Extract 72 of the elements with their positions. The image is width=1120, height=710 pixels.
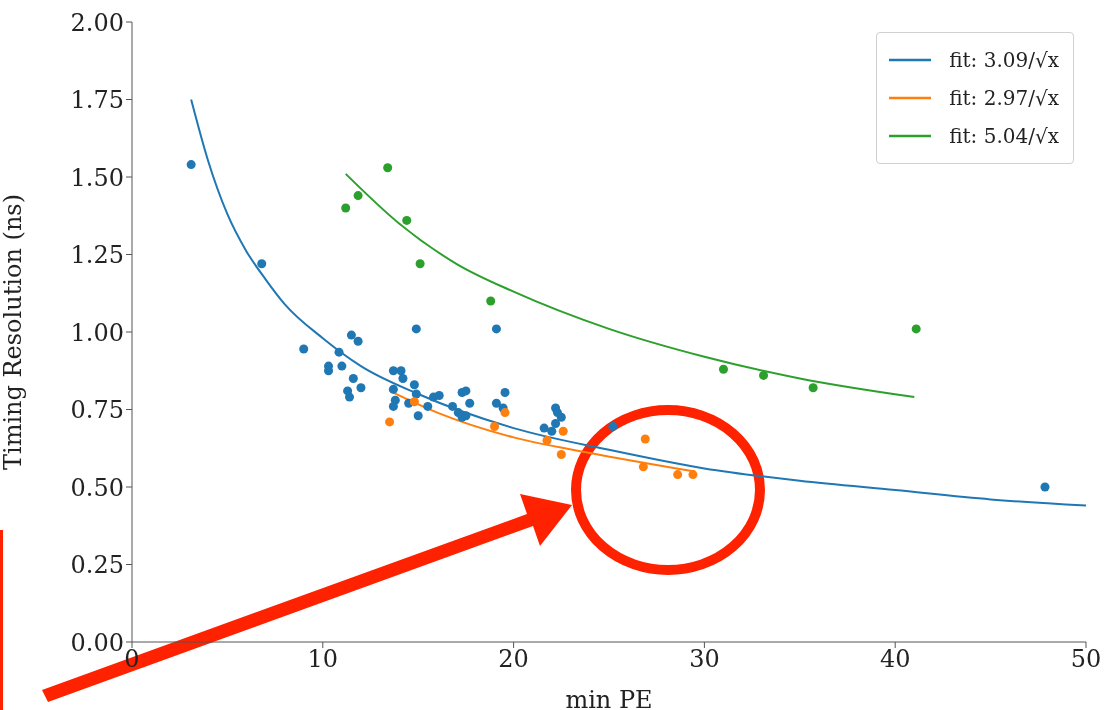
point [337, 361, 347, 371]
point [353, 191, 363, 201]
line-series [344, 172, 916, 399]
point [556, 412, 566, 422]
point [1040, 482, 1050, 492]
point [345, 392, 355, 402]
y-tick-label: 0.75 [70, 396, 124, 425]
point [448, 401, 458, 411]
x-tick-label: 10 [307, 645, 339, 674]
point [490, 422, 500, 432]
point [551, 418, 561, 428]
point [465, 398, 475, 408]
x-tick-label: 30 [689, 645, 720, 674]
y-tick-label: 1.25 [70, 241, 124, 270]
point [558, 426, 568, 436]
point [808, 383, 818, 393]
point [461, 386, 471, 396]
x-axis-title: min PE [565, 686, 653, 710]
point [491, 324, 501, 334]
point [547, 426, 557, 436]
point [500, 387, 510, 397]
point [409, 380, 419, 390]
point [539, 423, 549, 433]
x-tick-label: 20 [498, 645, 529, 674]
y-tick-label: 0.25 [70, 551, 124, 580]
point [556, 449, 566, 459]
point [542, 435, 552, 446]
legend-label: fit: 3.09/√x [949, 48, 1059, 72]
y-tick-label: 0.50 [70, 473, 124, 502]
point [398, 373, 408, 384]
point [186, 160, 196, 170]
point [334, 347, 344, 357]
point [353, 336, 363, 346]
x-tick-label: 50 [1070, 645, 1102, 674]
y-tick-label: 2.00 [70, 8, 124, 37]
point [638, 462, 648, 472]
point [385, 417, 395, 427]
point [388, 366, 398, 376]
point [388, 401, 398, 411]
y-tick-label: 1.75 [70, 86, 124, 115]
point [434, 391, 444, 401]
point [718, 364, 728, 374]
legend-label: fit: 5.04/√x [949, 124, 1059, 148]
point [348, 373, 358, 384]
y-tick-label: 1.50 [70, 163, 124, 192]
point [415, 259, 425, 269]
point [356, 383, 366, 393]
point [346, 330, 356, 340]
point [486, 296, 496, 306]
point [299, 344, 309, 354]
point [491, 398, 501, 408]
y-axis-title: Timing Resolution (ns) [0, 193, 27, 471]
point [341, 203, 351, 213]
point [257, 259, 267, 269]
point [402, 215, 412, 225]
point [409, 397, 419, 407]
x-tick-label: 40 [879, 645, 911, 674]
legend-label: fit: 2.97/√x [949, 86, 1059, 110]
point [911, 324, 921, 334]
y-tick-label: 1.00 [70, 318, 124, 347]
point [640, 434, 650, 444]
point [688, 470, 698, 480]
point [383, 163, 393, 173]
point [423, 401, 433, 411]
point [759, 370, 769, 380]
point [388, 384, 398, 394]
y-tick-label: 0.00 [70, 628, 124, 657]
point [411, 324, 421, 334]
point [608, 422, 618, 432]
point [413, 411, 423, 421]
point [673, 470, 683, 480]
point [500, 408, 510, 418]
